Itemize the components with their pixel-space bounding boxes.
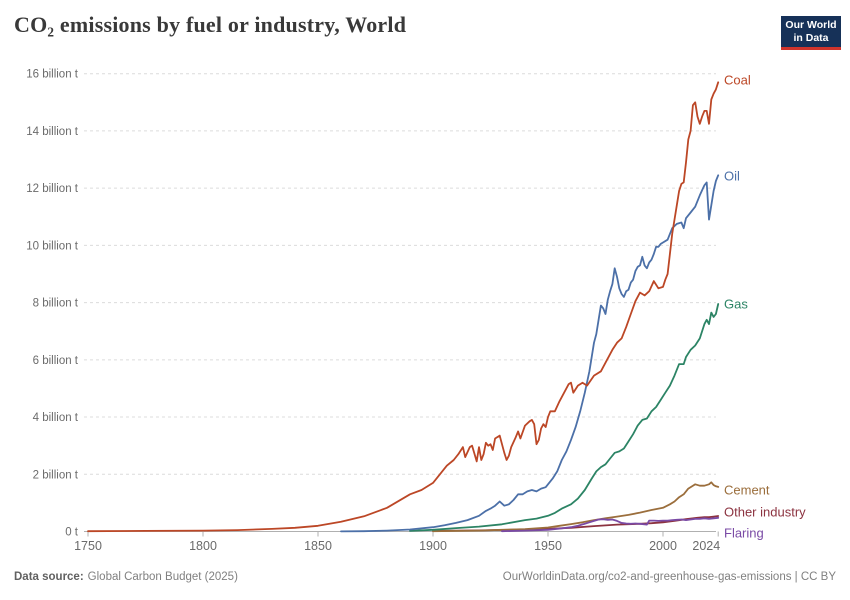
- data-source-label: Data source:: [14, 571, 84, 583]
- y-axis-label-16: 16 billion t: [26, 69, 79, 81]
- series-label-gas[interactable]: Gas: [724, 297, 748, 312]
- series-line-flaring[interactable]: [501, 516, 720, 533]
- y-axis-label-0: 0 t: [65, 527, 79, 539]
- data-source-value: Global Carbon Budget (2025): [87, 571, 238, 583]
- owid-logo[interactable]: Our World in Data: [781, 16, 841, 50]
- y-axis-label-10: 10 billion t: [26, 240, 79, 252]
- series-label-flaring[interactable]: Flaring: [724, 526, 764, 541]
- series-line-other-industry[interactable]: [432, 515, 720, 532]
- series-line-gas[interactable]: [409, 303, 720, 532]
- owid-logo-line2: in Data: [793, 32, 829, 44]
- y-axis-label-2: 2 billion t: [33, 469, 79, 481]
- series-label-cement[interactable]: Cement: [724, 483, 770, 498]
- series-line-coal[interactable]: [87, 81, 720, 533]
- plot-hover-area[interactable]: [84, 60, 718, 532]
- attribution-link[interactable]: OurWorldinData.org/co2-and-greenhouse-ga…: [502, 571, 836, 583]
- chart-footer: Data source: Global Carbon Budget (2025) …: [14, 571, 836, 583]
- series-label-coal[interactable]: Coal: [724, 73, 751, 88]
- y-axis-label-12: 12 billion t: [26, 183, 79, 195]
- owid-logo-line1: Our World: [785, 19, 837, 31]
- series-label-other-industry[interactable]: Other industry: [724, 505, 806, 520]
- series-line-cement[interactable]: [432, 481, 720, 533]
- series-line-oil[interactable]: [340, 174, 720, 533]
- y-axis-label-14: 14 billion t: [26, 126, 79, 138]
- series-label-oil[interactable]: Oil: [724, 169, 740, 184]
- data-source: Data source: Global Carbon Budget (2025): [14, 571, 238, 583]
- x-axis-label-2000: 2000: [649, 539, 677, 553]
- x-axis-label-2024: 2024: [692, 539, 720, 553]
- x-axis-label-1950: 1950: [534, 539, 562, 553]
- x-axis-label-1750: 1750: [74, 539, 102, 553]
- y-axis-label-4: 4 billion t: [33, 412, 79, 424]
- y-axis-label-8: 8 billion t: [33, 298, 79, 310]
- x-axis-label-1800: 1800: [189, 539, 217, 553]
- y-axis-label-6: 6 billion t: [33, 355, 79, 367]
- chart-title: CO₂ emissions by fuel or industry, World: [14, 12, 407, 37]
- x-axis-label-1900: 1900: [419, 539, 447, 553]
- x-axis-label-1850: 1850: [304, 539, 332, 553]
